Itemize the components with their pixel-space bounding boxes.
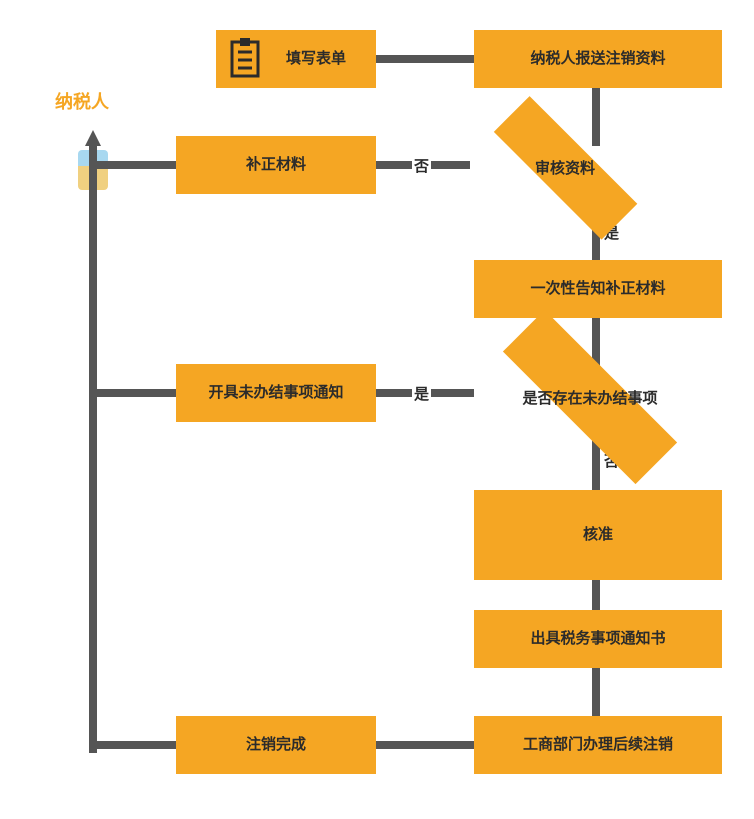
node-label-n2: 审核资料 <box>535 157 595 178</box>
node-n8: 出具税务事项通知书 <box>474 610 722 668</box>
return-branch-0 <box>93 161 176 169</box>
return-arrow <box>85 130 101 146</box>
edge-8 <box>592 668 600 716</box>
node-n9: 注销完成 <box>176 716 376 774</box>
node-label-n5: 是否存在未办结事项 <box>522 387 657 408</box>
node-n4: 一次性告知补正材料 <box>474 260 722 318</box>
edge-9 <box>376 741 474 749</box>
node-n3: 补正材料 <box>176 136 376 194</box>
node-n5: 是否存在未办结事项 <box>460 356 720 438</box>
edge-7 <box>592 580 600 610</box>
node-n2: 审核资料 <box>460 132 670 202</box>
node-n1: 纳税人报送注销资料 <box>474 30 722 88</box>
node-label-n3: 补正材料 <box>242 152 310 178</box>
return-spine <box>89 140 97 753</box>
doc-box-label: 填写表单 <box>282 46 350 72</box>
node-n7: 核准 <box>474 490 722 580</box>
node-n10: 工商部门办理后续注销 <box>474 716 722 774</box>
node-label-n8: 出具税务事项通知书 <box>526 626 669 652</box>
doc-box: 填写表单 <box>216 30 376 88</box>
node-label-n1: 纳税人报送注销资料 <box>526 46 669 72</box>
edge-label-5: 是 <box>412 383 431 404</box>
edge-label-2: 否 <box>412 155 431 176</box>
edge-0 <box>376 55 474 63</box>
node-label-n7: 核准 <box>579 522 617 548</box>
return-branch-2 <box>93 741 176 749</box>
node-label-n10: 工商部门办理后续注销 <box>519 732 677 758</box>
node-n6: 开具未办结事项通知 <box>176 364 376 422</box>
flowchart-canvas: 纳税人填写表单否是是否纳税人报送注销资料审核资料补正材料一次性告知补正材料是否存… <box>0 0 754 819</box>
node-label-n6: 开具未办结事项通知 <box>204 380 347 406</box>
taxpayer-label: 纳税人 <box>55 88 109 114</box>
return-branch-1 <box>93 389 176 397</box>
document-icon <box>226 38 266 85</box>
node-label-n4: 一次性告知补正材料 <box>526 276 669 302</box>
node-label-n9: 注销完成 <box>242 732 310 758</box>
